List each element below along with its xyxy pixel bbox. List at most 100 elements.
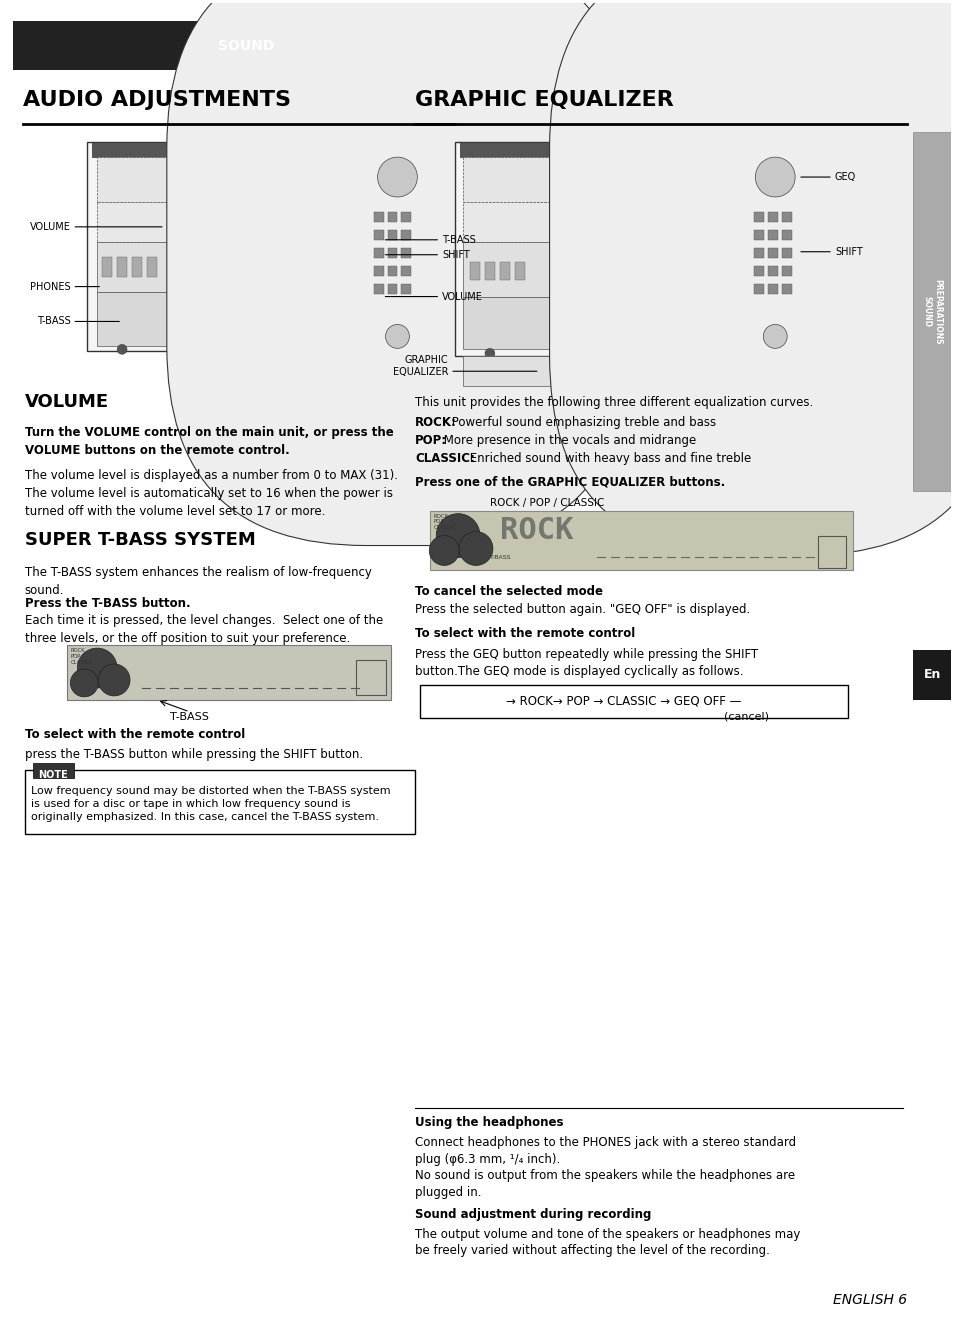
Text: SHIFT: SHIFT bbox=[442, 250, 470, 260]
Text: Sound adjustment during recording: Sound adjustment during recording bbox=[415, 1208, 651, 1221]
FancyBboxPatch shape bbox=[401, 266, 411, 275]
FancyBboxPatch shape bbox=[147, 256, 156, 276]
Circle shape bbox=[458, 531, 493, 565]
Text: GRAPHIC
EQUALIZER: GRAPHIC EQUALIZER bbox=[393, 356, 448, 377]
Circle shape bbox=[77, 648, 117, 688]
Text: More presence in the vocals and midrange: More presence in the vocals and midrange bbox=[439, 433, 696, 447]
FancyBboxPatch shape bbox=[462, 157, 618, 201]
FancyBboxPatch shape bbox=[459, 142, 733, 157]
FancyBboxPatch shape bbox=[470, 262, 479, 279]
Text: Press the selected button again. "GEQ OFF" is displayed.: Press the selected button again. "GEQ OF… bbox=[415, 604, 750, 616]
Text: VOLUME: VOLUME bbox=[30, 221, 71, 232]
Circle shape bbox=[657, 205, 720, 268]
Text: T-BASS: T-BASS bbox=[442, 235, 476, 244]
Text: (cancel): (cancel) bbox=[723, 711, 768, 722]
Text: CLASSIC:: CLASSIC: bbox=[415, 452, 475, 464]
Text: Enriched sound with heavy bass and fine treble: Enriched sound with heavy bass and fine … bbox=[466, 452, 751, 464]
Circle shape bbox=[377, 157, 416, 197]
Text: GRAPHIC EQUALIZER: GRAPHIC EQUALIZER bbox=[415, 90, 674, 110]
Text: T-BASS: T-BASS bbox=[490, 556, 511, 561]
Circle shape bbox=[275, 345, 286, 354]
Text: VOLUME: VOLUME bbox=[25, 393, 109, 411]
Circle shape bbox=[279, 205, 342, 268]
Circle shape bbox=[71, 670, 98, 696]
Text: T-BASS: T-BASS bbox=[36, 317, 71, 326]
Text: Low frequency sound may be distorted when the T-BASS system
is used for a disc o: Low frequency sound may be distorted whe… bbox=[30, 785, 390, 821]
FancyBboxPatch shape bbox=[754, 212, 763, 221]
Circle shape bbox=[484, 349, 495, 358]
Circle shape bbox=[643, 349, 653, 358]
FancyBboxPatch shape bbox=[462, 297, 733, 349]
FancyBboxPatch shape bbox=[767, 212, 778, 221]
FancyBboxPatch shape bbox=[374, 229, 383, 240]
FancyBboxPatch shape bbox=[462, 201, 618, 242]
Circle shape bbox=[713, 349, 722, 358]
FancyBboxPatch shape bbox=[912, 650, 950, 701]
Text: ROCK: ROCK bbox=[499, 515, 573, 545]
Circle shape bbox=[335, 345, 345, 354]
FancyBboxPatch shape bbox=[401, 229, 411, 240]
FancyBboxPatch shape bbox=[754, 283, 763, 294]
Text: POP:: POP: bbox=[415, 433, 447, 447]
Text: To select with the remote control: To select with the remote control bbox=[25, 727, 245, 741]
FancyBboxPatch shape bbox=[68, 646, 390, 701]
Text: NOTE: NOTE bbox=[38, 769, 69, 780]
Text: SOUND: SOUND bbox=[218, 39, 274, 52]
Text: Powerful sound emphasizing treble and bass: Powerful sound emphasizing treble and ba… bbox=[448, 416, 716, 429]
FancyBboxPatch shape bbox=[117, 256, 127, 276]
FancyBboxPatch shape bbox=[767, 229, 778, 240]
Text: Using the headphones: Using the headphones bbox=[415, 1117, 563, 1129]
Text: Turn the VOLUME control on the main unit, or press the
VOLUME buttons on the rem: Turn the VOLUME control on the main unit… bbox=[25, 425, 393, 458]
Text: Press one of the GRAPHIC EQUALIZER buttons.: Press one of the GRAPHIC EQUALIZER butto… bbox=[415, 476, 725, 488]
FancyBboxPatch shape bbox=[97, 201, 261, 242]
Text: The T-BASS system enhances the realism of low-frequency
sound.: The T-BASS system enhances the realism o… bbox=[25, 566, 371, 597]
Text: ROCK / POP / CLASSIC: ROCK / POP / CLASSIC bbox=[490, 498, 603, 507]
Text: SHIFT: SHIFT bbox=[834, 247, 862, 256]
FancyBboxPatch shape bbox=[132, 256, 142, 276]
Text: PREPARATIONS
SOUND: PREPARATIONS SOUND bbox=[922, 279, 941, 345]
FancyBboxPatch shape bbox=[515, 262, 524, 279]
Text: Press the GEQ button repeatedly while pressing the SHIFT
button.The GEQ mode is : Press the GEQ button repeatedly while pr… bbox=[415, 648, 758, 678]
FancyBboxPatch shape bbox=[401, 212, 411, 221]
FancyBboxPatch shape bbox=[781, 248, 791, 258]
FancyBboxPatch shape bbox=[387, 283, 397, 294]
Circle shape bbox=[755, 157, 794, 197]
FancyBboxPatch shape bbox=[387, 212, 397, 221]
Text: Each time it is pressed, the level changes.  Select one of the
three levels, or : Each time it is pressed, the level chang… bbox=[25, 615, 382, 646]
Circle shape bbox=[436, 514, 479, 557]
FancyBboxPatch shape bbox=[102, 256, 112, 276]
Text: To select with the remote control: To select with the remote control bbox=[415, 627, 635, 640]
FancyBboxPatch shape bbox=[499, 262, 509, 279]
FancyBboxPatch shape bbox=[781, 212, 791, 221]
FancyBboxPatch shape bbox=[387, 248, 397, 258]
FancyBboxPatch shape bbox=[549, 0, 953, 556]
FancyBboxPatch shape bbox=[97, 242, 261, 291]
FancyBboxPatch shape bbox=[374, 212, 383, 221]
FancyBboxPatch shape bbox=[767, 248, 778, 258]
FancyBboxPatch shape bbox=[754, 266, 763, 275]
Text: ROCK
POP
CLASSIC: ROCK POP CLASSIC bbox=[71, 648, 92, 664]
Circle shape bbox=[98, 664, 130, 696]
Text: To cancel the selected mode: To cancel the selected mode bbox=[415, 585, 602, 599]
FancyBboxPatch shape bbox=[781, 283, 791, 294]
FancyBboxPatch shape bbox=[767, 283, 778, 294]
FancyBboxPatch shape bbox=[462, 357, 659, 386]
FancyBboxPatch shape bbox=[92, 142, 355, 157]
FancyBboxPatch shape bbox=[912, 133, 950, 491]
Text: VOLUME: VOLUME bbox=[442, 291, 482, 302]
FancyBboxPatch shape bbox=[767, 266, 778, 275]
FancyBboxPatch shape bbox=[754, 229, 763, 240]
Text: The output volume and tone of the speakers or headphones may
be freely varied wi: The output volume and tone of the speake… bbox=[415, 1228, 800, 1257]
FancyBboxPatch shape bbox=[12, 20, 490, 71]
FancyBboxPatch shape bbox=[374, 266, 383, 275]
FancyBboxPatch shape bbox=[167, 0, 628, 545]
FancyBboxPatch shape bbox=[484, 262, 495, 279]
Text: ROCK:: ROCK: bbox=[415, 416, 456, 429]
Text: → ROCK→ POP → CLASSIC → GEQ OFF —: → ROCK→ POP → CLASSIC → GEQ OFF — bbox=[506, 695, 741, 707]
FancyBboxPatch shape bbox=[781, 229, 791, 240]
FancyBboxPatch shape bbox=[87, 142, 360, 352]
Text: The volume level is displayed as a number from 0 to MAX (31).
The volume level i: The volume level is displayed as a numbe… bbox=[25, 468, 397, 518]
Text: Connect headphones to the PHONES jack with a stereo standard
plug (φ6.3 mm, ¹/₄ : Connect headphones to the PHONES jack wi… bbox=[415, 1137, 796, 1198]
Circle shape bbox=[429, 535, 458, 565]
Circle shape bbox=[762, 325, 786, 349]
